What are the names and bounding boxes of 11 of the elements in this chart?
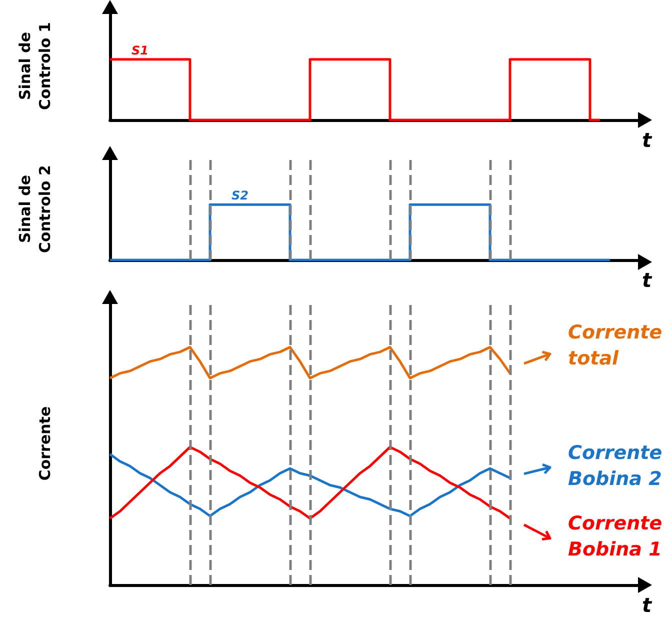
series-label: S1 — [132, 43, 148, 58]
series-label: S2 — [232, 188, 248, 203]
x-axis-title: t — [642, 593, 653, 617]
y-axis-title: Sinal de Controlo 2 — [16, 165, 54, 253]
y-axis-title: Corrente — [36, 406, 54, 481]
x-axis-title: t — [642, 268, 653, 292]
y-axis-title: Sinal de Controlo 1 — [16, 22, 54, 110]
x-axis-title: t — [642, 128, 653, 152]
legend-label: Corrente Bobina 2 — [568, 442, 662, 490]
legend-label: Corrente total — [568, 321, 662, 370]
legend-label: Corrente Bobina 1 — [568, 512, 662, 560]
